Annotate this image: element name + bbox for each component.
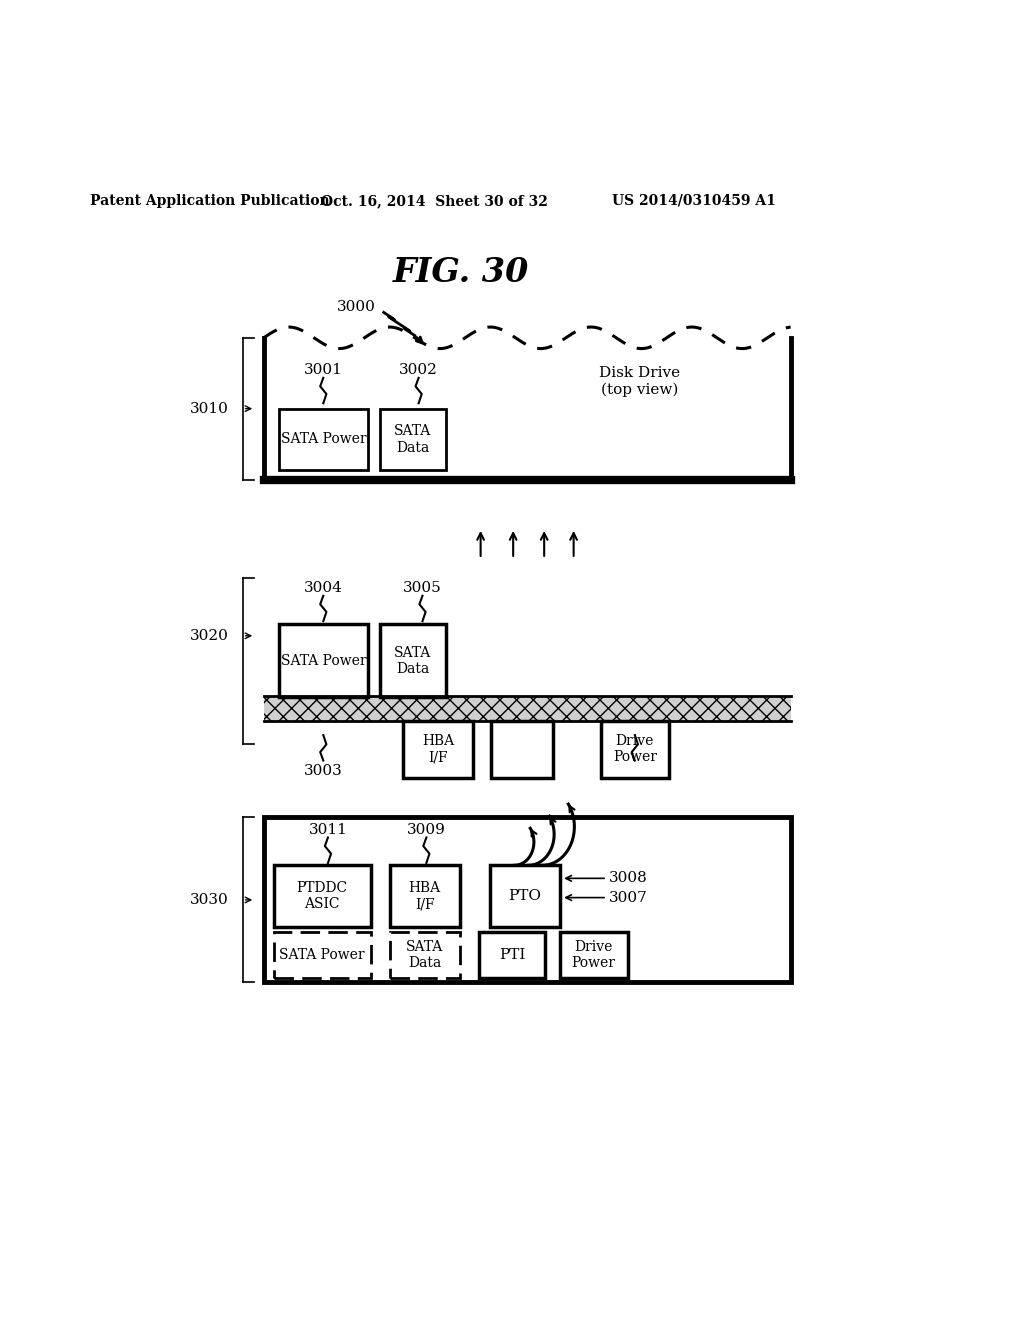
Text: 3000: 3000 [337, 300, 376, 314]
Bar [380, 624, 445, 697]
Text: SATA
Data: SATA Data [394, 645, 431, 676]
Text: 3009: 3009 [407, 822, 445, 837]
Text: PTI: PTI [499, 948, 525, 962]
Bar [390, 866, 460, 927]
Text: 3002: 3002 [399, 363, 438, 378]
Text: SATA Power: SATA Power [281, 433, 367, 446]
Text: US 2014/0310459 A1: US 2014/0310459 A1 [611, 194, 776, 207]
Text: 3005: 3005 [403, 581, 442, 595]
Text: 3003: 3003 [304, 763, 343, 777]
Text: Drive
Power: Drive Power [612, 734, 656, 764]
Bar [280, 409, 369, 470]
Bar [280, 624, 369, 697]
Text: Oct. 16, 2014  Sheet 30 of 32: Oct. 16, 2014 Sheet 30 of 32 [321, 194, 548, 207]
Text: 3030: 3030 [190, 892, 228, 907]
Bar [273, 932, 371, 978]
Text: 3010: 3010 [189, 401, 228, 416]
Text: Disk Drive
(top view): Disk Drive (top view) [599, 367, 680, 397]
Text: PTO: PTO [508, 890, 542, 903]
Bar [263, 696, 791, 721]
Text: 3004: 3004 [304, 581, 343, 595]
Text: Drive
Power: Drive Power [571, 940, 615, 970]
Bar [601, 721, 669, 779]
Text: Patent Application Publication: Patent Application Publication [89, 194, 329, 207]
Text: SATA
Data: SATA Data [394, 424, 431, 454]
Bar [380, 409, 445, 470]
Text: HBA
I/F: HBA I/F [409, 880, 441, 911]
Text: 3011: 3011 [308, 822, 347, 837]
Text: SATA
Data: SATA Data [407, 940, 443, 970]
Text: PTDDC
ASIC: PTDDC ASIC [297, 880, 348, 911]
Bar [390, 932, 460, 978]
Text: 3020: 3020 [189, 628, 228, 643]
Text: 3007: 3007 [608, 891, 647, 904]
Text: 3008: 3008 [608, 871, 647, 886]
Bar [489, 866, 560, 927]
Bar [490, 721, 553, 779]
Bar [403, 721, 473, 779]
Bar [263, 338, 791, 480]
Text: 3001: 3001 [304, 363, 343, 378]
Bar [479, 932, 545, 978]
Text: SATA Power: SATA Power [281, 653, 367, 668]
Bar [273, 866, 371, 927]
Bar [560, 932, 628, 978]
Text: 3006: 3006 [615, 763, 654, 777]
Bar [263, 817, 791, 982]
Text: SATA Power: SATA Power [280, 948, 365, 962]
Text: FIG. 30: FIG. 30 [393, 256, 529, 289]
Text: HBA
I/F: HBA I/F [422, 734, 454, 764]
